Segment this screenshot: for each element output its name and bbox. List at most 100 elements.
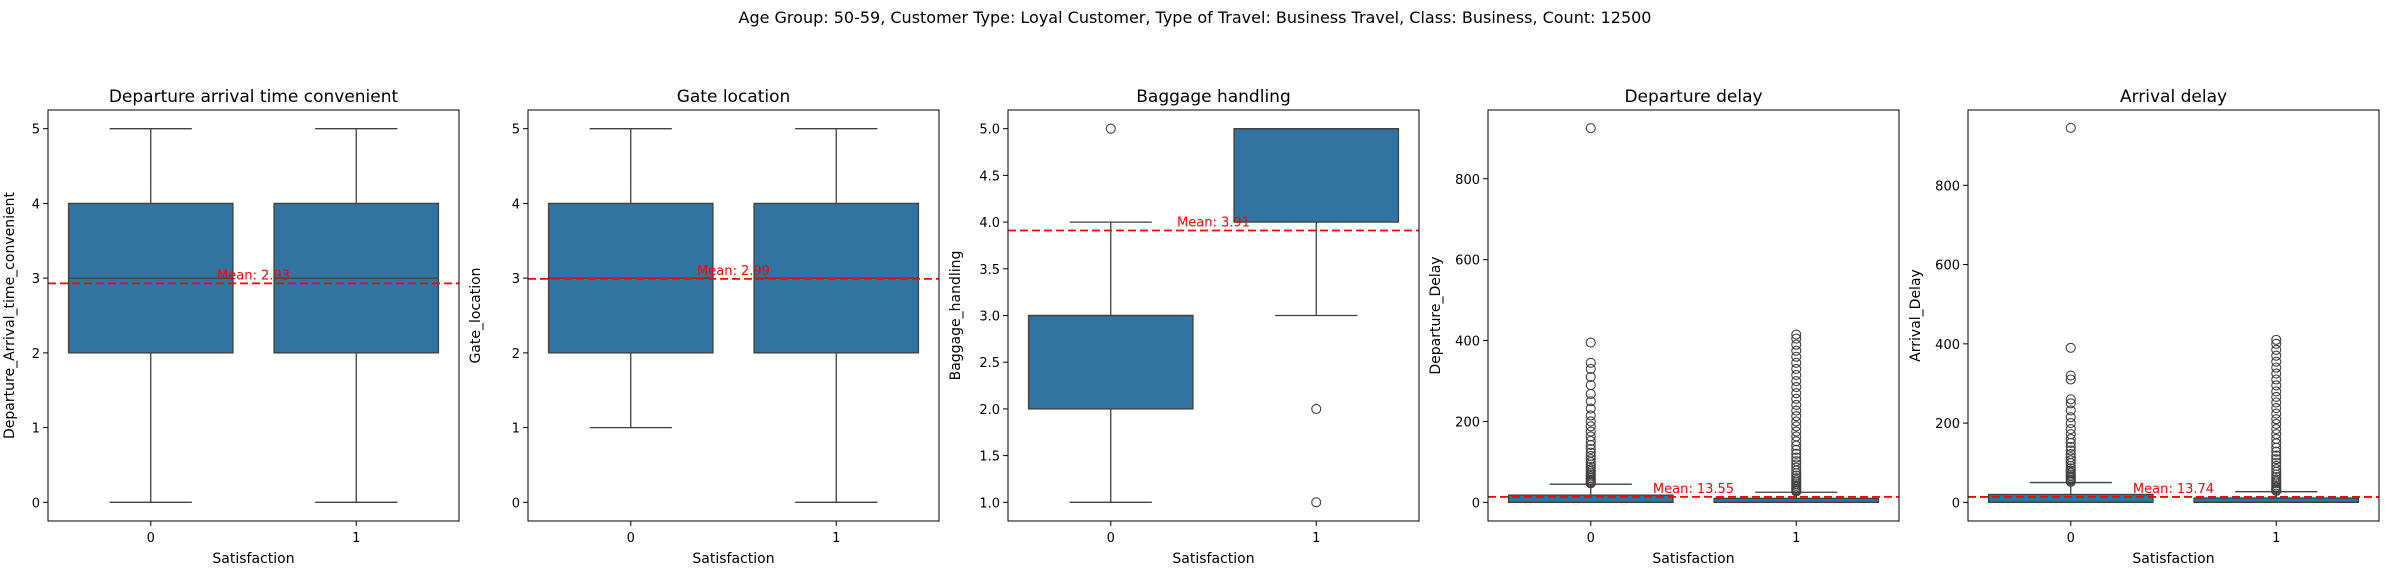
outlier-point [1585,410,1596,421]
mean-label: Mean: 13.74 [2133,482,2214,497]
outlier-point [2065,452,2076,463]
y-tick-label: 4.5 [979,169,1000,184]
outlier-point [1791,329,1802,340]
x-tick-label: 1 [1312,531,1320,546]
y-tick-label: 0 [1952,496,1960,511]
outlier-point [2271,397,2282,408]
y-tick-label: 0 [512,496,520,511]
outlier-point [1791,473,1802,484]
outlier-point [2065,394,2076,405]
y-tick-label: 2.0 [979,403,1000,418]
outlier-point [2271,471,2282,483]
mean-label: Mean: 3.91 [1177,215,1250,230]
axes-frame [1967,109,2380,522]
y-tick-label: 200 [1455,415,1480,430]
subplot-title: Departure delay [1624,87,1762,107]
axes-frame [47,109,460,522]
outlier-point [1791,351,1802,362]
outlier-point [1585,447,1596,458]
outlier-point [1585,461,1596,472]
outlier-point [2271,391,2282,402]
outlier-point [1791,459,1802,470]
outlier-point [2271,433,2282,445]
outlier-point [2065,445,2076,456]
outlier-point [2271,460,2282,471]
outlier-point [1791,339,1802,350]
outlier-point [1791,375,1802,387]
x-tick-label: 0 [147,531,155,546]
outlier-point [1791,421,1802,432]
outlier-point [1791,399,1802,410]
x-tick-label: 0 [1107,531,1115,546]
outlier-point [2065,441,2076,452]
outlier-point [1791,411,1802,422]
outlier-point [1585,454,1596,465]
outlier-point [2065,418,2076,429]
outlier-point [2065,424,2076,435]
outlier-point [2065,412,2076,423]
y-tick-label: 0 [32,496,40,511]
outlier-point [2271,414,2282,425]
y-tick-label: 4 [512,197,520,212]
outlier-point [2271,368,2282,379]
y-tick-label: 2.5 [979,356,1000,371]
y-tick-label: 600 [1455,254,1480,269]
mean-label: Mean: 13.55 [1653,482,1734,497]
outlier-point [1791,369,1802,381]
subplot-1: Departure arrival time convenient 0 1 2 3 4 5 0… [2,87,460,567]
outlier-point [1791,431,1802,442]
outlier-point [2271,454,2282,465]
outlier-point [2271,418,2282,429]
outlier-point [1791,357,1802,368]
outlier-point [1585,337,1596,348]
outlier-point [1585,123,1596,134]
outlier-point [1791,382,1802,393]
subplot-title: Arrival delay [2120,87,2227,107]
outlier-point [1585,464,1596,475]
outlier-point [1585,363,1596,374]
x-tick-label: 0 [627,531,635,546]
y-tick-label: 200 [1935,417,1960,432]
outlier-point [1585,421,1596,432]
outlier-point [1585,380,1596,391]
y-axis-label: Departure_Arrival_time_convenient [2,192,18,439]
box-body [1027,314,1194,410]
outlier-point [2065,465,2076,476]
outlier-point [1585,357,1596,368]
y-tick-label: 1.0 [979,496,1000,511]
y-tick-label: 5 [32,123,40,138]
outlier-point [1791,452,1802,463]
y-tick-label: 2 [512,347,520,362]
y-tick-label: 3 [32,272,40,287]
subplot-2: Gate location 0 1 2 3 4 5 0 1 Satisfaction Gate_lo… [468,87,940,567]
outlier-point [1585,431,1596,442]
outlier-point [2271,374,2282,385]
y-tick-label: 2 [32,347,40,362]
subplot-title: Gate location [677,87,791,107]
subplot-title: Baggage handling [1136,87,1291,107]
x-axis-label: Satisfaction [212,551,294,567]
outlier-point [2271,429,2282,440]
y-tick-label: 400 [1935,338,1960,353]
outlier-point [2271,446,2282,457]
outlier-point [2065,370,2076,381]
outlier-point [1585,416,1596,427]
x-axis-label: Satisfaction [1172,551,1254,567]
outlier-point [2065,433,2076,445]
outlier-point [1791,405,1802,416]
outlier-point [1311,497,1322,508]
outlier-point [2065,463,2076,474]
outlier-point [1585,426,1596,437]
outlier-point [2271,338,2282,349]
y-tick-label: 1 [32,422,40,437]
figure-suptitle: Age Group: 50-59, Customer Type: Loyal C… [739,8,1652,27]
outlier-point [2271,386,2282,397]
y-tick-label: 3.0 [979,310,1000,325]
y-tick-label: 400 [1455,335,1480,350]
x-tick-label: 1 [1792,531,1800,546]
subplot-4: Departure delay 0 200 400 600 800 0 1 Satisfacti… [1428,87,1900,567]
box-body [1233,128,1400,223]
outlier-point [1791,456,1802,467]
y-axis-label: Arrival_Delay [1908,269,1924,362]
